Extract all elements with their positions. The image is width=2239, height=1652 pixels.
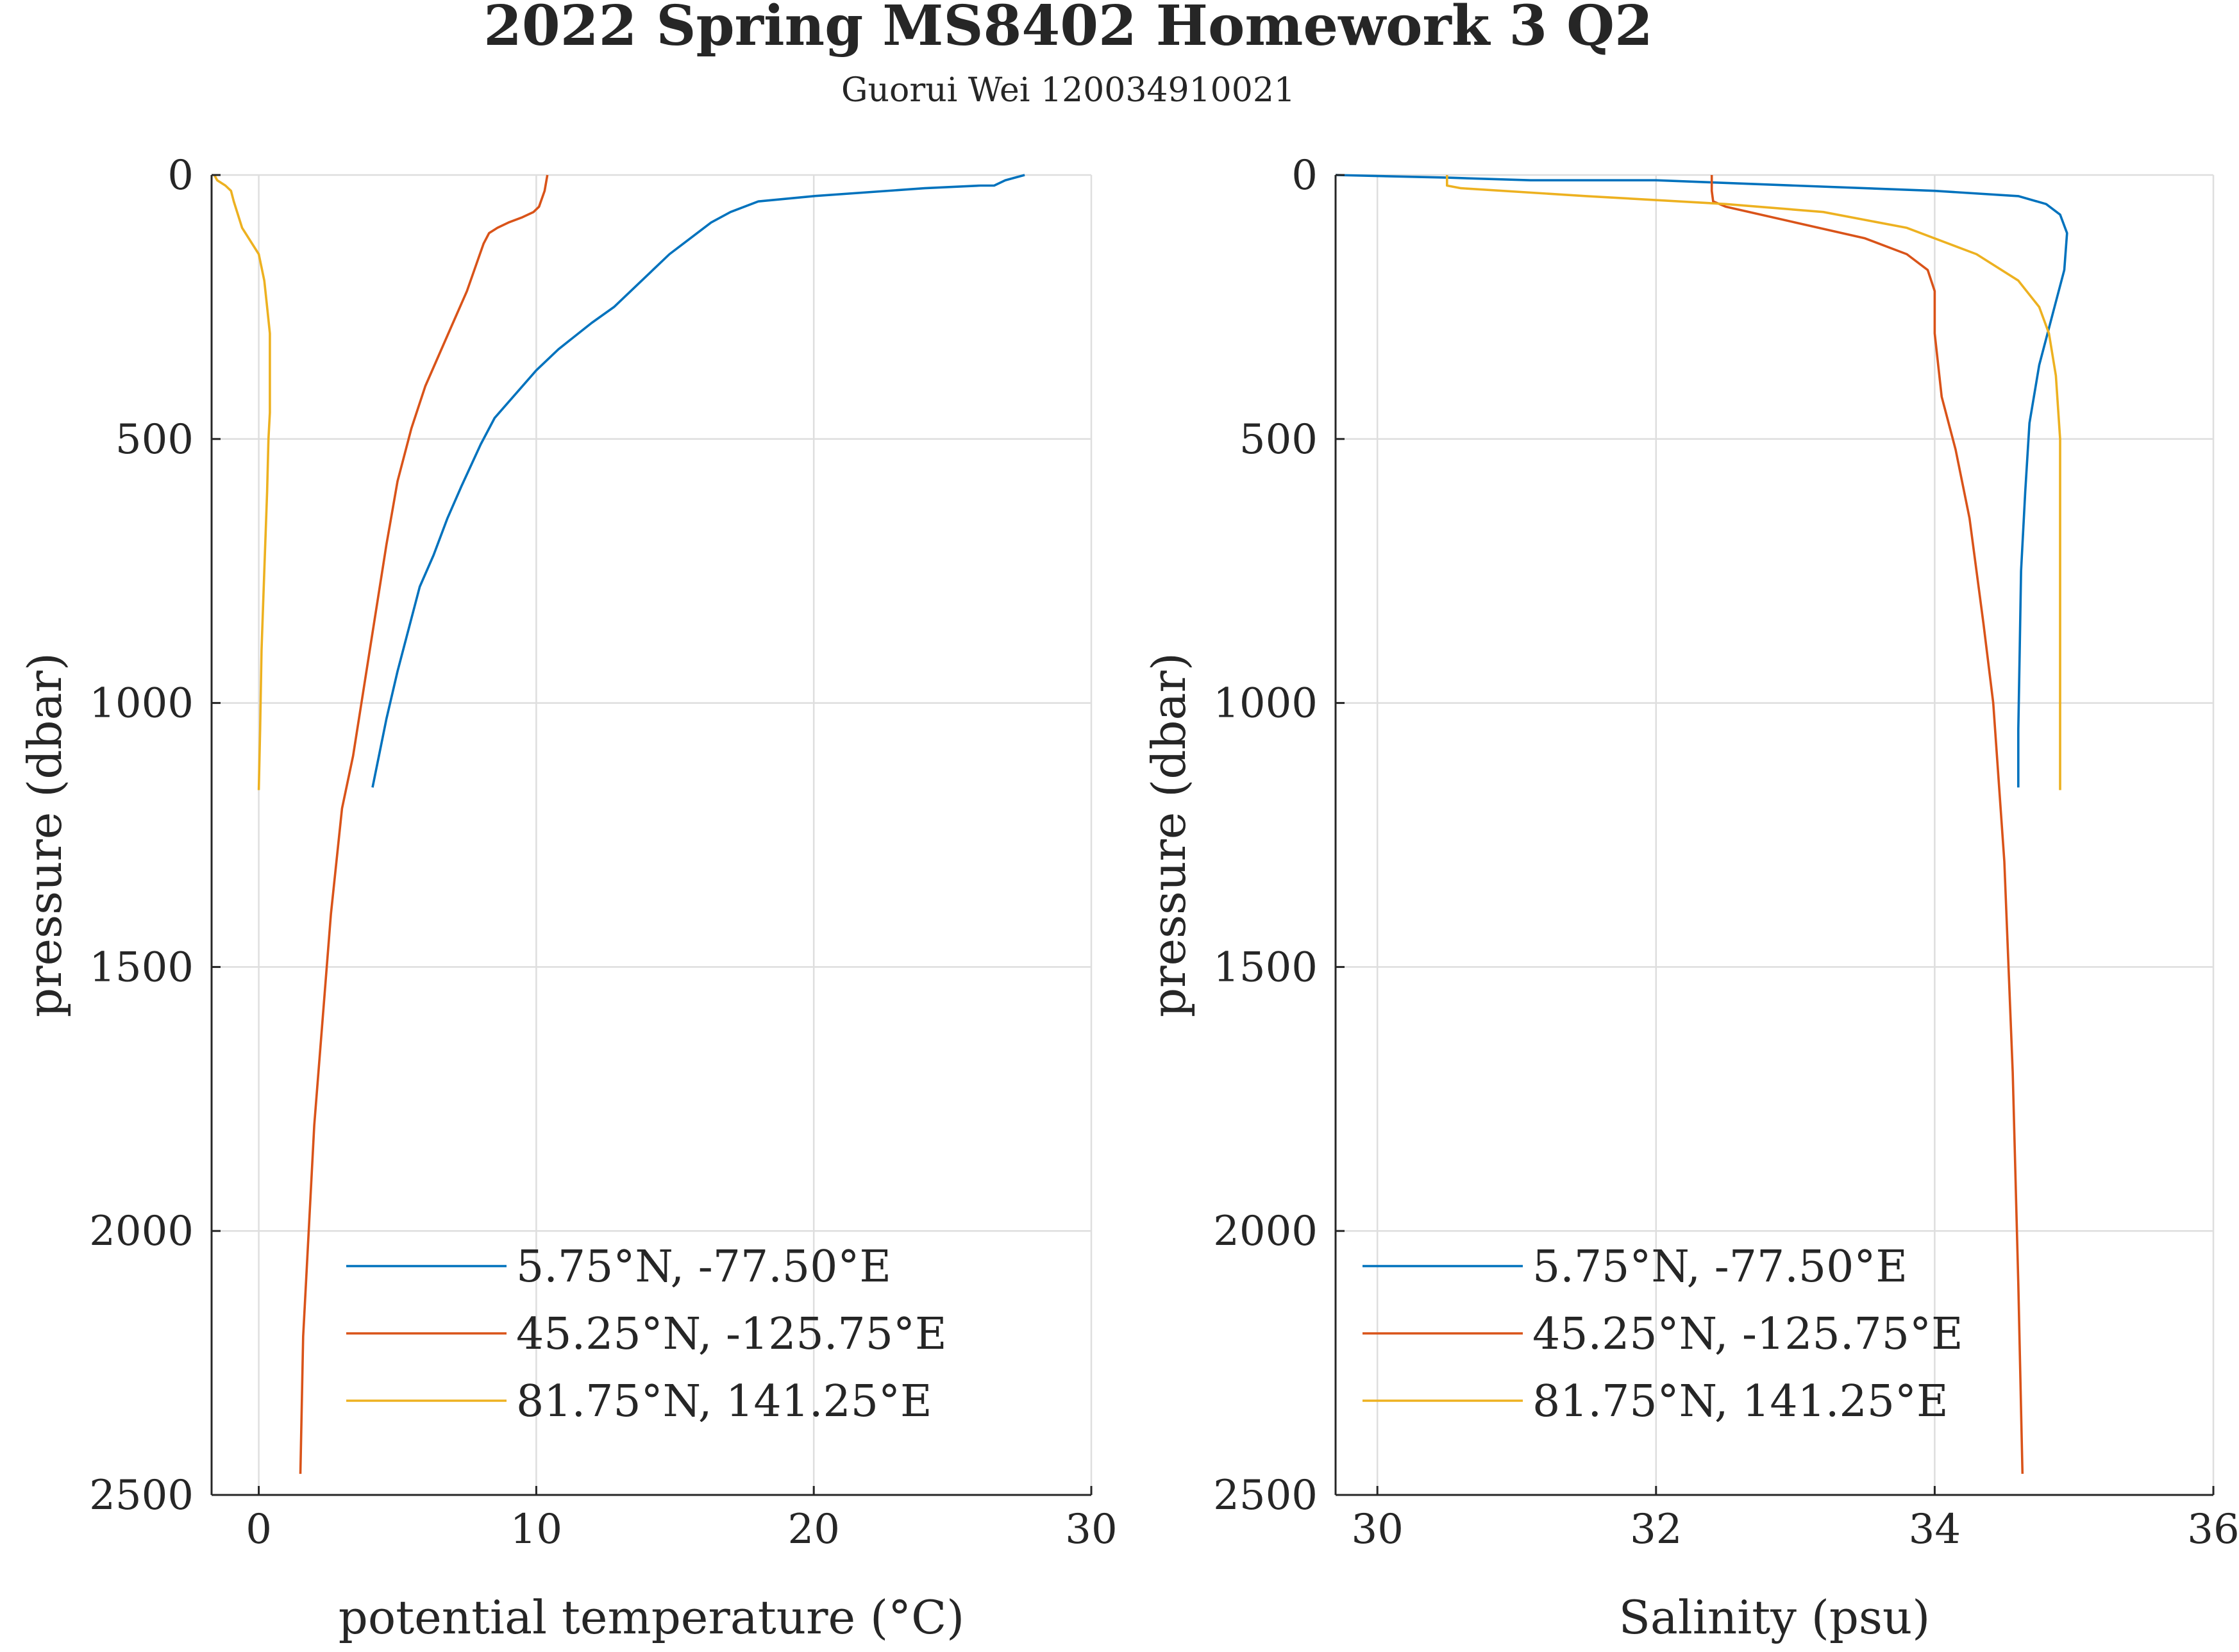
salinity-plot: 30 32 34 36 0 500 1000 1500 2000 2500 Salinity (ps… [1142, 152, 2239, 1644]
y-tick-label: 1500 [1213, 944, 1318, 991]
y-tick-label: 500 [1239, 416, 1318, 463]
legend-label-3: 81.75°N, 141.25°E [516, 1376, 932, 1427]
y-tick-label: 2000 [1213, 1208, 1318, 1255]
series-line-1 [371, 174, 1025, 788]
legend-label-3: 81.75°N, 141.25°E [1532, 1376, 1949, 1427]
legend-label-2: 45.25°N, -125.75°E [1532, 1309, 1963, 1360]
temperature-plot: 0 10 20 30 0 500 1000 1500 2000 2500 potential tem… [18, 152, 1118, 1644]
legend-label-1: 5.75°N, -77.50°E [516, 1242, 891, 1292]
figure-title: 2022 Spring MS8402 Homework 3 Q2 [483, 0, 1653, 58]
series-line-2 [299, 174, 549, 1474]
y-axis-label: pressure (dbar) [18, 653, 72, 1017]
y-tick-label: 0 [167, 152, 194, 199]
series-line-3 [1446, 175, 2061, 790]
x-tick-label: 10 [510, 1506, 562, 1553]
x-tick-label: 34 [1909, 1506, 1961, 1553]
y-tick-label: 2500 [1213, 1472, 1318, 1519]
series-line-1 [1335, 174, 2068, 788]
y-tick-label: 1000 [1213, 680, 1318, 728]
x-tick-label: 36 [2187, 1506, 2239, 1553]
series-line-2 [1710, 175, 2024, 1474]
legend-label-2: 45.25°N, -125.75°E [516, 1309, 947, 1360]
series-line-3 [213, 174, 271, 790]
x-tick-label: 0 [246, 1506, 272, 1553]
plot-area [1336, 175, 2213, 1495]
y-tick-label: 2500 [89, 1472, 194, 1519]
legend-label-1: 5.75°N, -77.50°E [1532, 1242, 1908, 1292]
y-tick-label: 2000 [89, 1208, 194, 1255]
y-tick-label: 500 [115, 416, 194, 463]
plot-area [212, 175, 1091, 1495]
x-tick-label: 30 [1351, 1506, 1403, 1553]
y-tick-label: 0 [1291, 152, 1318, 199]
y-tick-label: 1000 [89, 680, 194, 728]
x-tick-label: 20 [787, 1506, 839, 1553]
x-axis-label: Salinity (psu) [1619, 1590, 1931, 1644]
figure-subtitle: Guorui Wei 120034910021 [841, 71, 1295, 110]
x-axis-label: potential temperature (°C) [339, 1590, 965, 1644]
y-tick-label: 1500 [89, 944, 194, 991]
x-tick-label: 30 [1065, 1506, 1117, 1553]
x-tick-label: 32 [1630, 1506, 1682, 1553]
y-axis-label: pressure (dbar) [1142, 653, 1196, 1017]
